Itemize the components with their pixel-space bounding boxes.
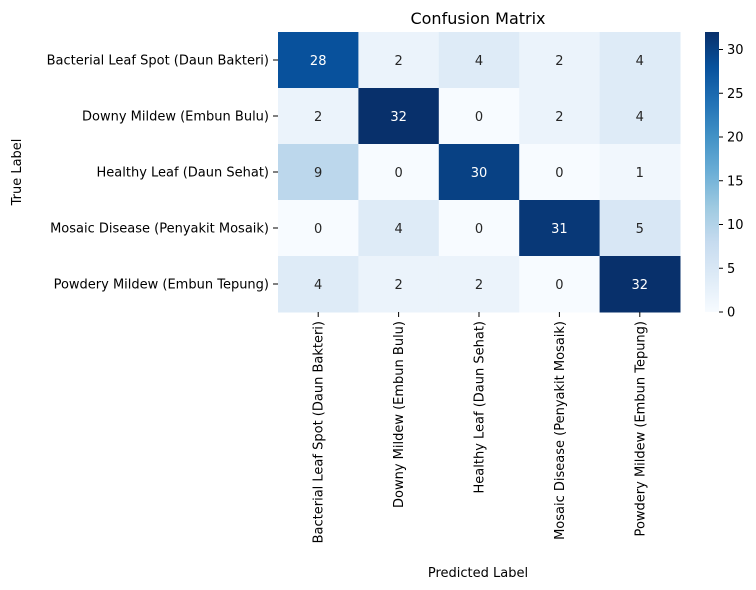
x-axis-label: Predicted Label (428, 566, 528, 581)
heatmap-cell (519, 200, 601, 257)
cell-value-label: 32 (632, 278, 649, 293)
cell-value-label: 32 (390, 110, 407, 125)
cell-value-label: 1 (636, 166, 644, 181)
heatmap-cell (358, 256, 440, 313)
x-tick-label: Bacterial Leaf Spot (Daun Bakteri) (312, 321, 327, 543)
colorbar-tick-label: 30 (727, 43, 744, 58)
colorbar-tick-label: 15 (727, 174, 744, 189)
cell-value-label: 28 (310, 54, 327, 69)
heatmap-cell (278, 32, 359, 89)
x-tick-label: Powdery Mildew (Embun Tepung) (633, 321, 648, 536)
cell-value-label: 2 (555, 54, 563, 69)
heatmap-cell (358, 88, 440, 145)
x-tick-label: Healthy Leaf (Daun Sehat) (473, 321, 488, 494)
cell-value-label: 0 (555, 278, 563, 293)
chart-title: Confusion Matrix (410, 9, 545, 28)
heatmap-cell (519, 88, 601, 145)
cell-value-label: 30 (471, 166, 488, 181)
heatmap-cell (438, 144, 520, 201)
cell-value-label: 2 (314, 110, 322, 125)
heatmap-cell (599, 88, 681, 145)
colorbar-tick-label: 0 (727, 306, 735, 321)
heatmap-cell (599, 256, 681, 313)
colorbar: 0 5 10 15 20 25 30 (705, 32, 744, 321)
cell-value-label: 31 (551, 222, 568, 237)
x-tick-label: Downy Mildew (Embun Bulu) (392, 321, 407, 508)
heatmap-cell (358, 144, 440, 201)
cell-value-label: 4 (636, 110, 644, 125)
colorbar-tick-label: 10 (727, 218, 744, 233)
cell-value-label: 9 (314, 166, 322, 181)
cell-value-label: 0 (394, 166, 402, 181)
y-tick-label: Healthy Leaf (Daun Sehat) (97, 166, 270, 181)
heatmap-cell (278, 256, 359, 313)
heatmap-cell (519, 144, 601, 201)
y-tick-label: Powdery Mildew (Embun Tepung) (54, 278, 269, 293)
heatmap-cell (438, 200, 520, 257)
cell-value-label: 2 (394, 278, 402, 293)
heatmap-cell (519, 256, 601, 313)
cell-value-label: 4 (314, 278, 322, 293)
y-tick-label: Bacterial Leaf Spot (Daun Bakteri) (47, 54, 269, 69)
heatmap-cell (358, 32, 440, 89)
colorbar-tick-label: 5 (727, 262, 735, 277)
colorbar-gradient (705, 32, 719, 312)
cell-value-label: 4 (475, 54, 483, 69)
heatmap-cell (358, 200, 440, 257)
cell-value-label: 0 (555, 166, 563, 181)
cell-value-label: 4 (636, 54, 644, 69)
cell-value-label: 2 (555, 110, 563, 125)
x-tick-label: Mosaic Disease (Penyakit Mosaik) (553, 321, 568, 540)
colorbar-tick-label: 20 (727, 131, 744, 146)
cell-value-label: 2 (394, 54, 402, 69)
cell-value-label: 4 (394, 222, 402, 237)
cell-value-label: 0 (475, 110, 483, 125)
heatmap-cell (278, 144, 359, 201)
heatmap-cells: 28 2 4 2 4 2 32 0 2 4 9 0 30 0 1 0 4 0 31 5 4 2 2 0 32 (278, 32, 681, 313)
heatmap-cell (599, 32, 681, 89)
cell-value-label: 0 (475, 222, 483, 237)
x-axis-ticks: Bacterial Leaf Spot (Daun Bakteri) Downy … (312, 312, 648, 543)
heatmap-cell (278, 88, 359, 145)
cell-value-label: 0 (314, 222, 322, 237)
y-axis-ticks: Bacterial Leaf Spot (Daun Bakteri) Downy … (47, 54, 278, 293)
heatmap-cell (599, 200, 681, 257)
heatmap-cell (519, 32, 601, 89)
y-axis-label: True Label (10, 139, 25, 207)
heatmap-cell (438, 32, 520, 89)
colorbar-tick-label: 25 (727, 87, 744, 102)
heatmap-cell (278, 200, 359, 257)
cell-value-label: 5 (636, 222, 644, 237)
y-tick-label: Downy Mildew (Embun Bulu) (82, 110, 269, 125)
cell-value-label: 2 (475, 278, 483, 293)
heatmap-cell (438, 256, 520, 313)
heatmap-cell (599, 144, 681, 201)
y-tick-label: Mosaic Disease (Penyakit Mosaik) (50, 222, 269, 237)
heatmap-cell (438, 88, 520, 145)
